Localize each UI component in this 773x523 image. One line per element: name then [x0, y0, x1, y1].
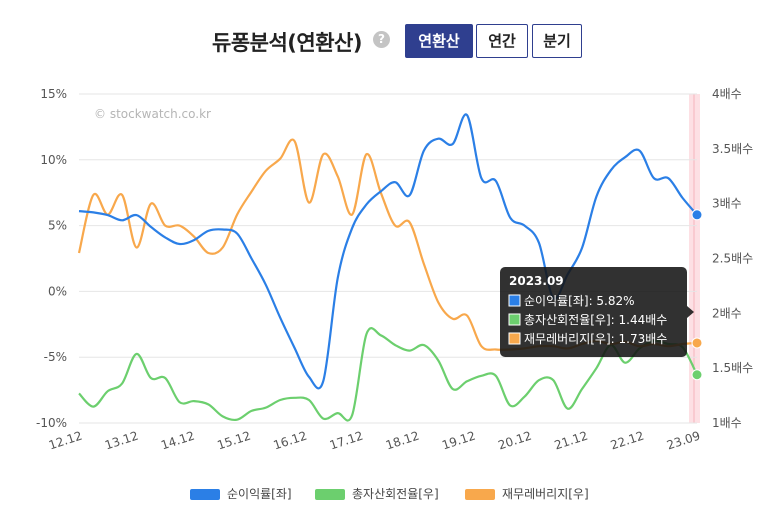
tab-annualized[interactable]: 연환산: [405, 24, 473, 58]
tooltip-arrow: [687, 306, 694, 318]
page-title: 듀퐁분석(연환산): [212, 31, 362, 55]
y-left-tick-label: 10%: [40, 153, 67, 167]
x-tick-label: 20.12: [496, 429, 533, 453]
last-point-marker: [691, 209, 703, 221]
y-left-tick-label: 0%: [48, 284, 67, 298]
y-left-tick-label: 15%: [40, 87, 67, 101]
x-tick-label: 21.12: [553, 429, 590, 453]
tooltip-box: [500, 267, 687, 357]
legend-swatch-blue: [190, 489, 220, 500]
x-tick-label: 19.12: [440, 429, 477, 453]
y-right-tick-label: 1배수: [712, 416, 742, 430]
y-right-tick-label: 1.5배수: [712, 361, 753, 375]
tooltip-row: 순이익률[좌]: 5.82%: [524, 294, 635, 308]
legend-label: 재무레버리지[우]: [502, 487, 589, 501]
legend-item-leverage[interactable]: 재무레버리지[우]: [465, 484, 589, 504]
y-right-tick-label: 2배수: [712, 306, 742, 320]
legend-swatch-orange: [465, 489, 495, 500]
x-tick-label: 22.12: [609, 429, 646, 453]
tooltip-title: 2023.09: [509, 274, 564, 288]
tab-quarterly[interactable]: 분기: [532, 24, 582, 58]
tooltip-row: 재무레버리지[우]: 1.73배수: [524, 332, 667, 346]
y-right-tick-label: 3.5배수: [712, 142, 753, 156]
x-tick-label: 18.12: [384, 429, 421, 453]
legend-label: 순이익률[좌]: [227, 487, 292, 501]
legend-label: 총자산회전율[우]: [352, 487, 439, 501]
legend-swatch-green: [315, 489, 345, 500]
x-tick-label: 13.12: [103, 429, 140, 453]
legend-item-net-margin[interactable]: 순이익률[좌]: [190, 484, 292, 504]
x-tick-label: 23.09: [665, 429, 702, 453]
tooltip-swatch: [508, 332, 521, 345]
x-tick-label: 15.12: [215, 429, 252, 453]
watermark: © stockwatch.co.kr: [94, 107, 211, 121]
x-tick-label: 16.12: [272, 429, 309, 453]
tooltip-row: 총자산회전율[우]: 1.44배수: [524, 313, 667, 327]
y-right-tick-label: 3배수: [712, 197, 742, 211]
last-point-marker: [691, 369, 703, 381]
chart-header: 듀퐁분석(연환산) ? 연환산 연간 분기: [0, 0, 773, 70]
y-left-tick-label: -10%: [36, 416, 67, 430]
tooltip-swatch: [508, 313, 521, 326]
legend-item-asset-turnover[interactable]: 총자산회전율[우]: [315, 484, 439, 504]
y-right-tick-label: 2.5배수: [712, 252, 753, 266]
tab-annual[interactable]: 연간: [476, 24, 528, 58]
last-point-marker: [691, 337, 703, 349]
series-net-margin-line: [78, 113, 698, 390]
x-tick-label: 12.12: [47, 429, 84, 453]
y-left-tick-label: 5%: [48, 219, 67, 233]
y-left-tick-label: -5%: [44, 350, 67, 364]
series-asset-turnover-line: [78, 327, 698, 422]
y-right-tick-label: 4배수: [712, 87, 742, 101]
help-icon[interactable]: ?: [373, 31, 390, 48]
x-tick-label: 14.12: [159, 429, 196, 453]
x-tick-label: 17.12: [328, 429, 365, 453]
tooltip-swatch: [508, 294, 521, 307]
